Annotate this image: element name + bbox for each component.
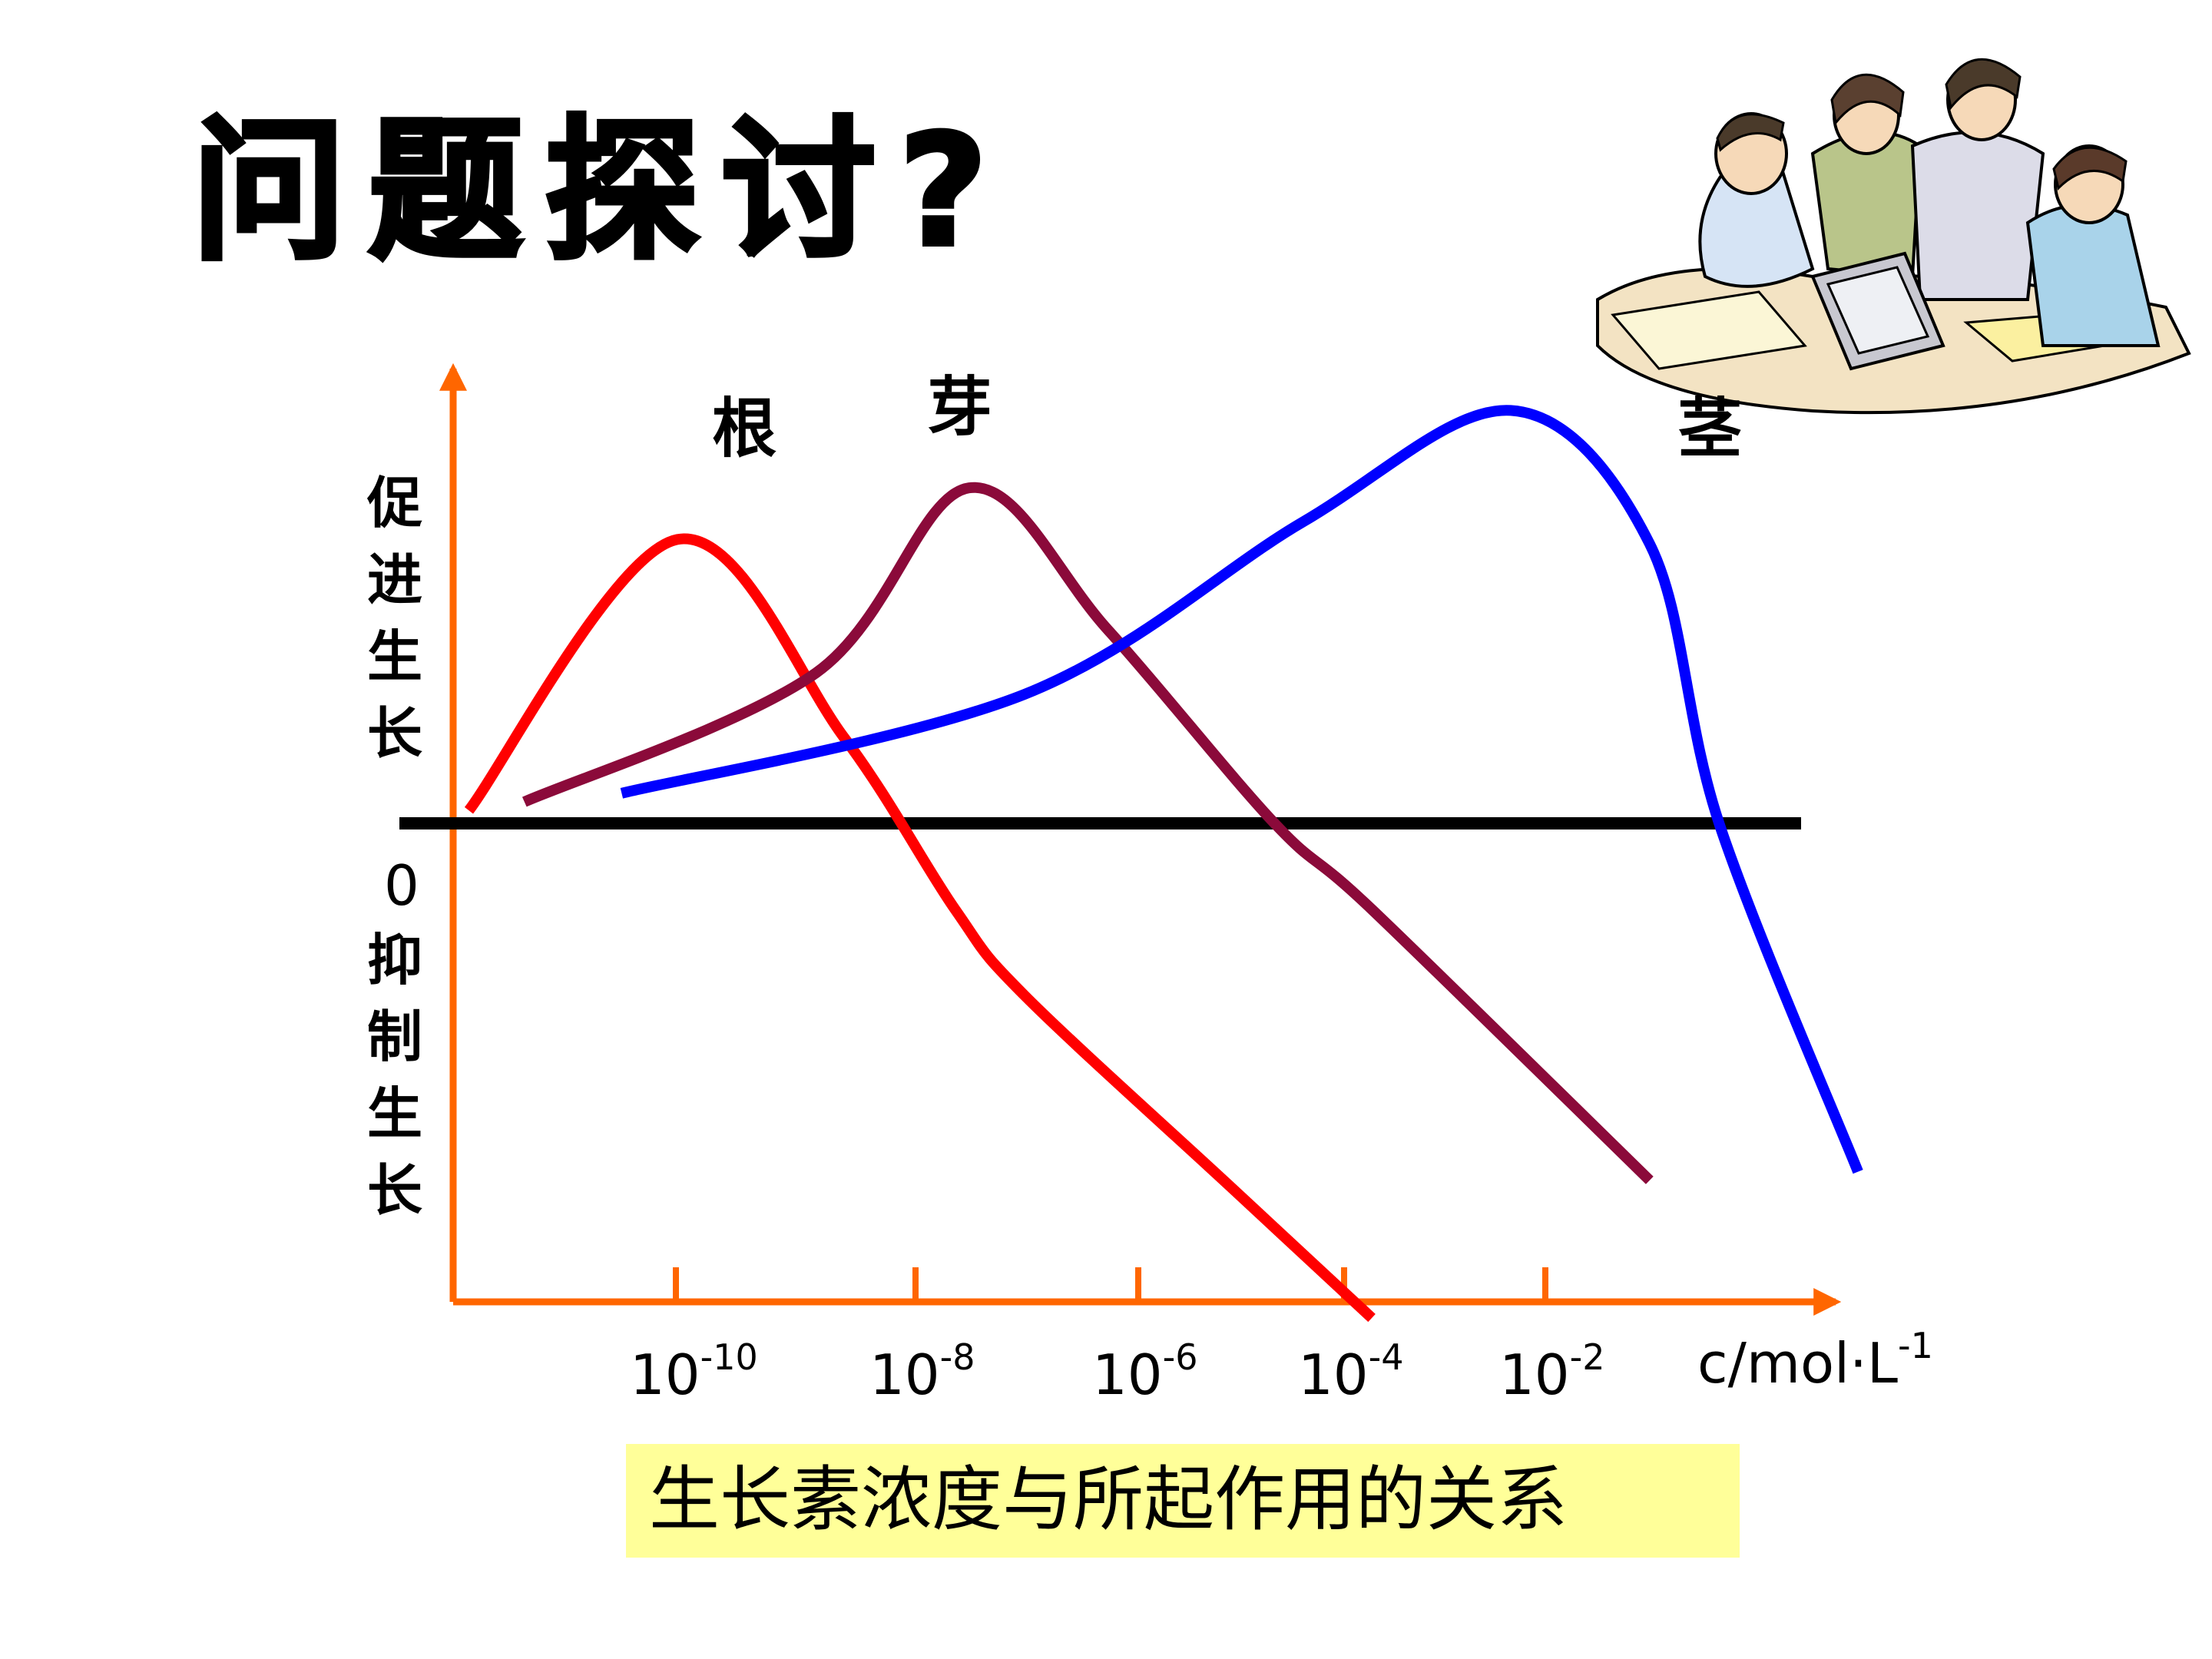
y-label-promote-char: 生 [367, 624, 422, 689]
y-label-inhibit-char: 长 [367, 1158, 422, 1223]
x-tick-label: 10-8 [869, 1336, 975, 1407]
zero-label: 0 [384, 853, 419, 918]
x-tick-label: 10-4 [1298, 1336, 1404, 1407]
x-axis-label: c/mol·L-1 [1697, 1325, 1933, 1396]
series-line-0 [464, 533, 1376, 1323]
y-label-inhibit-char: 生 [367, 1081, 422, 1146]
business-meeting-icon [1596, 58, 2191, 415]
x-tick-label: 10-6 [1092, 1336, 1198, 1407]
y-label-inhibit-char: 制 [367, 1005, 422, 1069]
series-label-2: 茎 [1677, 391, 1742, 466]
chart-caption: 生长素浓度与所起作用的关系 [649, 1459, 1568, 1541]
series-label-1: 芽 [928, 369, 992, 445]
x-tick-label: 10-10 [630, 1336, 758, 1407]
slide-title: 问题探讨? [190, 102, 1012, 281]
caption-box: 生长素浓度与所起作用的关系 [626, 1444, 1740, 1558]
series-line-2 [620, 405, 1863, 1174]
y-label-inhibit-char: 抑 [367, 928, 422, 992]
series-label-0: 根 [712, 391, 777, 466]
y-label-promote-char: 长 [367, 701, 422, 766]
y-label-promote-char: 促 [366, 471, 422, 535]
series-line-1 [522, 482, 1654, 1184]
x-tick-label: 10-2 [1499, 1336, 1605, 1407]
y-label-promote-char: 进 [367, 548, 422, 612]
